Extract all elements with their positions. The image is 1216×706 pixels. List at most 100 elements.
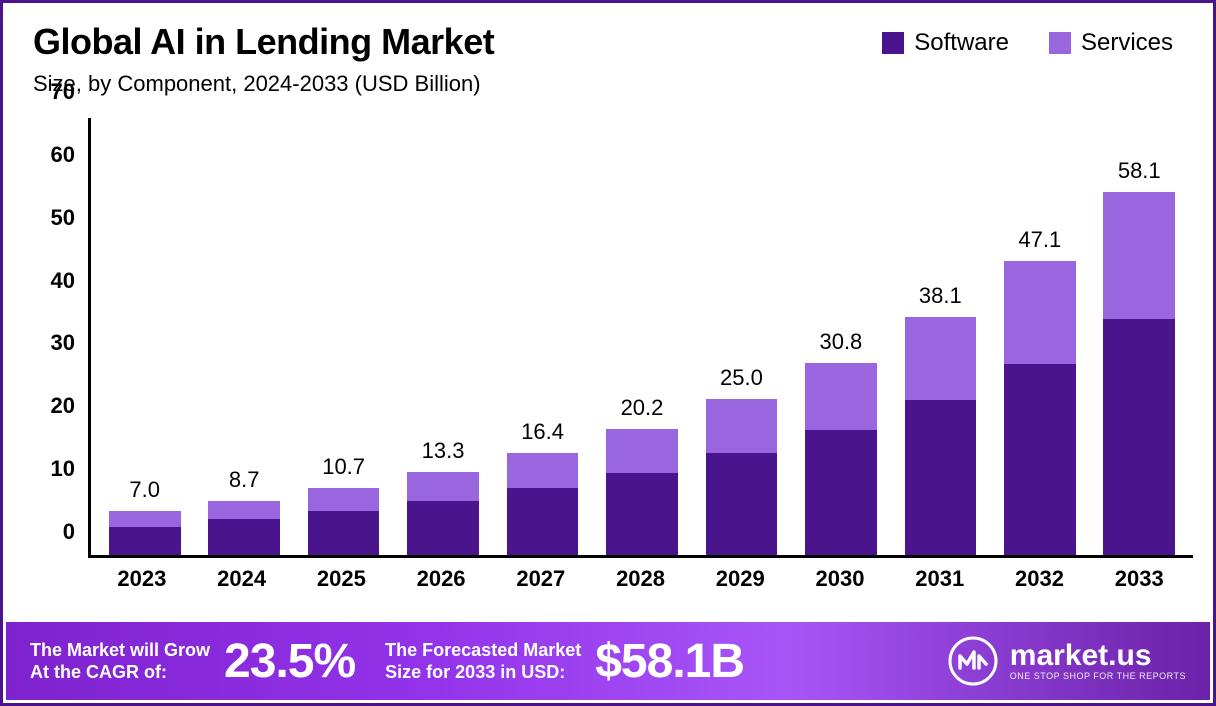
bar-total-label: 58.1: [1118, 158, 1161, 184]
bar-segment-services: [109, 511, 181, 527]
legend-item-software: Software: [882, 29, 1009, 57]
x-tick: 2031: [890, 558, 990, 598]
bar-segment-software: [905, 400, 977, 555]
bar-total-label: 25.0: [720, 365, 763, 391]
bar-segment-software: [606, 473, 678, 555]
bar-segment-software: [308, 511, 380, 555]
bar-column: 16.4: [493, 118, 592, 555]
bar-segment-software: [407, 501, 479, 555]
bar-segment-software: [109, 527, 181, 555]
chart-frame: Global AI in Lending Market Size, by Com…: [0, 0, 1216, 706]
bar-segment-software: [507, 488, 579, 555]
bar-total-label: 13.3: [422, 438, 465, 464]
x-tick: 2026: [391, 558, 491, 598]
bar-stack: [407, 472, 479, 555]
bar-column: 25.0: [692, 118, 791, 555]
y-tick: 70: [51, 79, 75, 105]
x-tick: 2030: [790, 558, 890, 598]
bar-total-label: 30.8: [819, 329, 862, 355]
legend-swatch-services: [1049, 32, 1071, 54]
bar-total-label: 20.2: [621, 395, 664, 421]
x-tick: 2029: [690, 558, 790, 598]
bar-segment-services: [1103, 192, 1175, 319]
bar-column: 58.1: [1090, 118, 1189, 555]
brand-tagline: ONE STOP SHOP FOR THE REPORTS: [1010, 671, 1186, 681]
bar-stack: [1004, 261, 1076, 555]
bar-total-label: 47.1: [1018, 227, 1061, 253]
bar-column: 7.0: [95, 118, 194, 555]
x-tick: 2028: [591, 558, 691, 598]
brand-text: market.us ONE STOP SHOP FOR THE REPORTS: [1010, 641, 1186, 681]
cagr-block: The Market will Grow At the CAGR of: 23.…: [30, 634, 355, 689]
legend-item-services: Services: [1049, 29, 1173, 57]
bar-total-label: 38.1: [919, 283, 962, 309]
cagr-line1: The Market will Grow: [30, 639, 210, 662]
bar-stack: [208, 501, 280, 555]
plot-area: 7.0 8.7 10.7 13.3 16.4 20.2 25.0 30.8 38.1 47.1 58…: [88, 118, 1193, 558]
y-tick: 60: [51, 142, 75, 168]
bar-stack: [706, 399, 778, 555]
brand-logo-icon: [948, 636, 998, 686]
bar-stack: [805, 363, 877, 555]
bar-column: 30.8: [791, 118, 890, 555]
bar-stack: [905, 317, 977, 555]
brand-block: market.us ONE STOP SHOP FOR THE REPORTS: [948, 636, 1186, 686]
x-tick: 2024: [192, 558, 292, 598]
bar-column: 10.7: [294, 118, 393, 555]
bar-segment-services: [407, 472, 479, 501]
bar-segment-software: [1103, 319, 1175, 555]
bar-column: 8.7: [194, 118, 293, 555]
bar-segment-services: [308, 488, 380, 511]
x-tick: 2023: [92, 558, 192, 598]
bar-segment-services: [905, 317, 977, 400]
legend-swatch-software: [882, 32, 904, 54]
forecast-block: The Forecasted Market Size for 2033 in U…: [385, 634, 744, 689]
bar-segment-software: [706, 453, 778, 555]
bar-stack: [606, 429, 678, 555]
header: Global AI in Lending Market Size, by Com…: [3, 3, 1213, 97]
forecast-line1: The Forecasted Market: [385, 639, 581, 662]
bar-segment-services: [507, 453, 579, 489]
legend: Software Services: [882, 29, 1173, 57]
bars-container: 7.0 8.7 10.7 13.3 16.4 20.2 25.0 30.8 38.1 47.1 58…: [91, 118, 1193, 555]
bar-segment-software: [805, 430, 877, 555]
bar-segment-services: [208, 501, 280, 520]
x-axis: 2023202420252026202720282029203020312032…: [88, 558, 1193, 598]
x-tick: 2025: [291, 558, 391, 598]
bar-stack: [308, 488, 380, 555]
bar-segment-services: [1004, 261, 1076, 364]
bar-column: 47.1: [990, 118, 1089, 555]
legend-label-software: Software: [914, 29, 1009, 57]
chart-area: 010203040506070 7.08.710.713.316.420.225…: [33, 118, 1193, 598]
bar-column: 13.3: [393, 118, 492, 555]
legend-label-services: Services: [1081, 29, 1173, 57]
bar-segment-software: [208, 519, 280, 555]
bar-segment-services: [805, 363, 877, 430]
bar-stack: [507, 453, 579, 555]
bar-total-label: 8.7: [229, 467, 260, 493]
bar-column: 20.2: [592, 118, 691, 555]
y-tick: 30: [51, 330, 75, 356]
forecast-label: The Forecasted Market Size for 2033 in U…: [385, 639, 581, 684]
x-tick: 2033: [1089, 558, 1189, 598]
y-tick: 20: [51, 393, 75, 419]
bar-total-label: 10.7: [322, 454, 365, 480]
bar-total-label: 7.0: [129, 477, 160, 503]
cagr-line2: At the CAGR of:: [30, 661, 210, 684]
bar-segment-software: [1004, 364, 1076, 555]
brand-name: market.us: [1010, 641, 1186, 671]
bar-column: 38.1: [891, 118, 990, 555]
bar-stack: [1103, 192, 1175, 555]
cagr-label: The Market will Grow At the CAGR of:: [30, 639, 210, 684]
forecast-value: $58.1B: [595, 634, 744, 689]
y-tick: 50: [51, 205, 75, 231]
y-tick: 10: [51, 456, 75, 482]
y-tick: 0: [63, 519, 75, 545]
y-tick: 40: [51, 268, 75, 294]
x-tick: 2027: [491, 558, 591, 598]
x-tick: 2032: [990, 558, 1090, 598]
cagr-value: 23.5%: [224, 634, 355, 689]
footer-banner: The Market will Grow At the CAGR of: 23.…: [6, 622, 1210, 700]
bar-total-label: 16.4: [521, 419, 564, 445]
bar-segment-services: [706, 399, 778, 453]
